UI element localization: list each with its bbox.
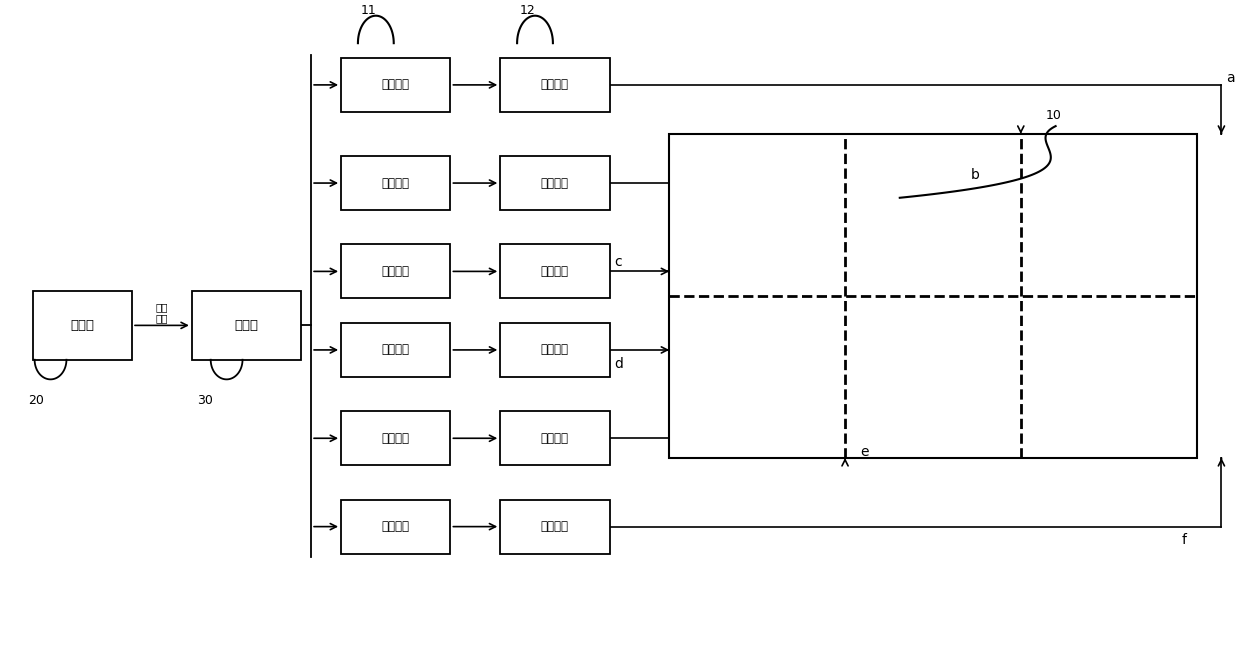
Bar	[341, 499, 450, 554]
Text: 传输接口: 传输接口	[541, 177, 569, 190]
Text: 存储模块: 存储模块	[382, 344, 409, 357]
Text: 每帧
图像: 每帧 图像	[156, 302, 169, 323]
Bar	[341, 156, 450, 210]
Bar	[500, 411, 610, 465]
Text: 存储模块: 存储模块	[382, 432, 409, 445]
Bar	[341, 411, 450, 465]
Text: 传输接口: 传输接口	[541, 265, 569, 278]
Bar	[341, 323, 450, 377]
Text: 存储模块: 存储模块	[382, 177, 409, 190]
Text: 传输接口: 传输接口	[541, 78, 569, 91]
Bar	[500, 156, 610, 210]
Bar	[670, 134, 1197, 458]
Text: 存储器: 存储器	[71, 319, 94, 332]
Text: 12: 12	[520, 4, 536, 16]
Bar	[192, 291, 301, 360]
Text: d: d	[615, 357, 624, 371]
Text: b: b	[971, 168, 980, 182]
Bar	[500, 244, 610, 298]
Bar	[341, 58, 450, 112]
Text: 存储模块: 存储模块	[382, 265, 409, 278]
Text: 传输接口: 传输接口	[541, 344, 569, 357]
Text: 控制器: 控制器	[234, 319, 258, 332]
Text: 传输接口: 传输接口	[541, 520, 569, 533]
Text: e: e	[861, 445, 868, 459]
Text: f: f	[1182, 533, 1187, 547]
Bar	[500, 58, 610, 112]
Text: 存储模块: 存储模块	[382, 78, 409, 91]
Text: 存储模块: 存储模块	[382, 520, 409, 533]
Text: 30: 30	[197, 394, 212, 407]
Text: 10: 10	[1045, 109, 1061, 122]
Text: 11: 11	[361, 4, 377, 16]
Text: 20: 20	[27, 394, 43, 407]
Bar	[32, 291, 133, 360]
Bar	[341, 244, 450, 298]
Bar	[500, 499, 610, 554]
Bar	[500, 323, 610, 377]
Text: a: a	[1226, 71, 1235, 85]
Text: 传输接口: 传输接口	[541, 432, 569, 445]
Text: c: c	[615, 256, 622, 269]
